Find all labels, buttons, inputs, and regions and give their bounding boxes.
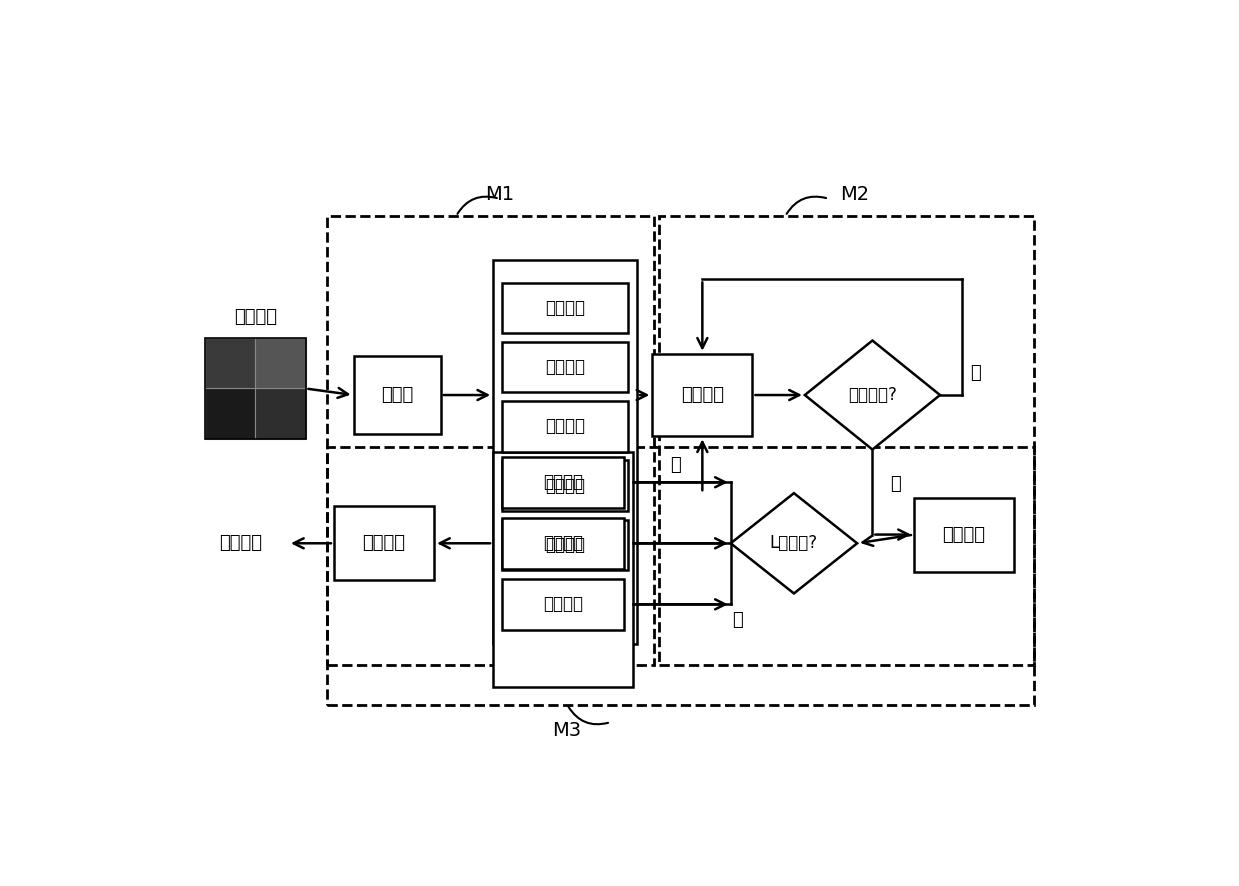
Text: 是: 是 (890, 476, 901, 494)
Text: 否: 否 (670, 455, 680, 474)
Bar (502, 457, 624, 508)
Text: 随机采样: 随机采样 (681, 386, 724, 404)
Bar (255, 338, 306, 388)
Bar (659, 216, 1033, 665)
Bar (333, 506, 434, 580)
Text: 参数积累: 参数积累 (943, 525, 985, 544)
Text: M2: M2 (840, 185, 870, 204)
Bar (353, 356, 441, 434)
Text: 角度约束: 角度约束 (543, 534, 582, 552)
Text: 否: 否 (970, 364, 981, 382)
Bar (255, 388, 306, 439)
Text: 边缘检测: 边缘检测 (545, 417, 585, 435)
Text: 计数清点: 计数清点 (218, 534, 261, 552)
Text: 框架提取: 框架提取 (545, 477, 585, 494)
Polygon shape (731, 494, 857, 594)
Bar (502, 518, 624, 569)
Text: 门限检测: 门限检测 (543, 473, 582, 491)
Bar (652, 354, 752, 437)
Bar (502, 520, 628, 571)
Polygon shape (805, 340, 940, 449)
Bar (502, 461, 628, 511)
Bar (493, 260, 637, 643)
Text: 局部搜索: 局部搜索 (543, 595, 582, 613)
Bar (502, 401, 628, 452)
Bar (914, 498, 1015, 571)
Text: 微分处理: 微分处理 (545, 299, 585, 317)
Text: L个采样?: L个采样? (769, 534, 818, 552)
Bar (327, 447, 1033, 704)
Bar (206, 338, 306, 439)
Bar (206, 338, 255, 388)
Bar (493, 452, 633, 688)
Text: 局部极值: 局部极值 (545, 358, 585, 377)
Text: 是: 是 (732, 610, 742, 629)
Text: 采集图像: 采集图像 (234, 307, 276, 325)
Bar (502, 579, 624, 630)
Text: 预处理: 预处理 (380, 386, 414, 404)
Text: 分割图像: 分割图像 (545, 536, 585, 554)
Bar (327, 216, 654, 665)
Bar (206, 388, 255, 439)
Text: 峰值计数: 峰值计数 (363, 534, 405, 552)
Text: M3: M3 (553, 721, 582, 741)
Bar (502, 342, 628, 392)
Text: M1: M1 (484, 185, 514, 204)
Text: 有效采样?: 有效采样? (847, 386, 897, 404)
Bar (502, 283, 628, 333)
